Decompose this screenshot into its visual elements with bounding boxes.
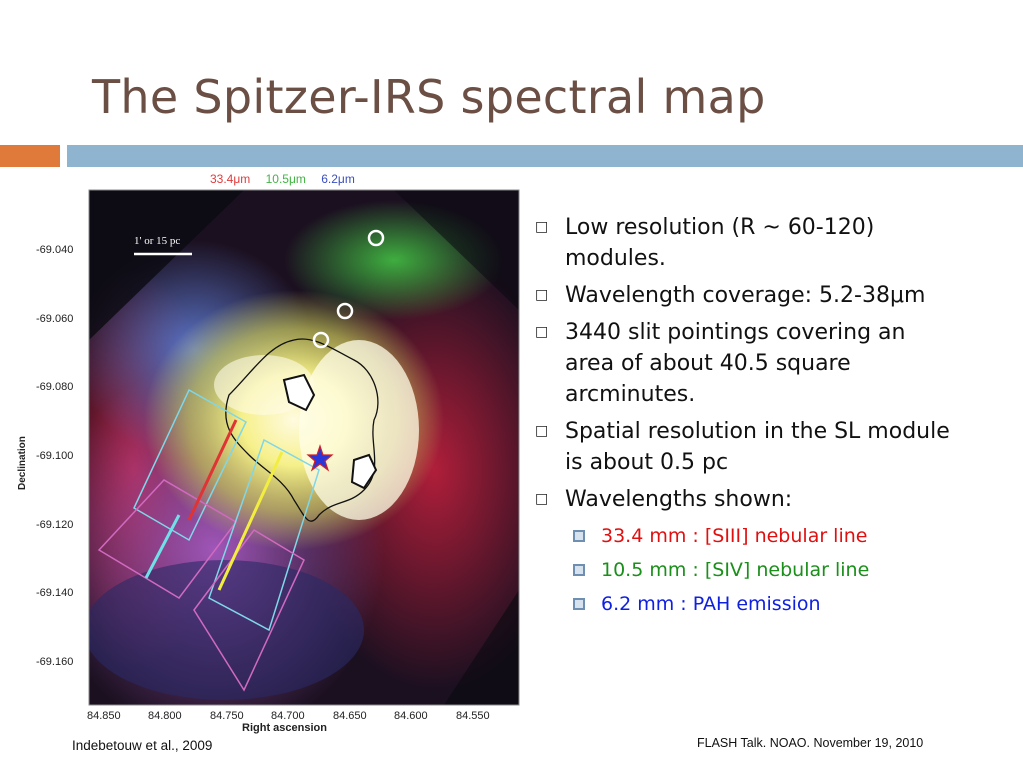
x-axis-label: Right ascension <box>242 722 327 734</box>
bullet-item: □ Wavelengths shown: <box>535 484 955 515</box>
sub-bullet-marker-icon <box>573 598 585 610</box>
x-axis-ticks: 84.850 84.800 84.750 84.700 84.650 84.60… <box>87 710 490 722</box>
map-image <box>89 190 519 705</box>
y-axis-label: Declination <box>17 436 28 490</box>
sub-bullet-marker-icon <box>573 564 585 576</box>
y-tick-label: -69.100 <box>36 450 73 462</box>
scale-bar-label: 1' or 15 pc <box>134 235 180 247</box>
sub-bullet-item: 6.2 mm : PAH emission <box>573 589 955 619</box>
bullet-item: □ Wavelength coverage: 5.2-38μm <box>535 280 955 311</box>
contour-line <box>225 338 379 522</box>
bullet-marker-icon: □ <box>535 423 549 439</box>
legend-6um: 6.2μm <box>321 172 355 186</box>
bullet-text: Spatial resolution in the SL module is a… <box>565 419 950 475</box>
figure-wavelength-legend: 33.4μm 10.5μm 6.2μm <box>210 172 367 186</box>
slide-title: The Spitzer-IRS spectral map <box>92 70 766 124</box>
sub-bullet-text: 33.4 mm : [SIII] nebular line <box>601 525 868 547</box>
x-tick-label: 84.800 <box>148 710 182 722</box>
x-tick-label: 84.850 <box>87 710 121 722</box>
outline-region-2 <box>350 453 378 490</box>
bullet-item: □ 3440 slit pointings covering an area o… <box>535 317 955 410</box>
star-marker <box>306 444 334 472</box>
bullet-marker-icon: □ <box>535 324 549 340</box>
red-slit <box>187 419 238 521</box>
x-tick-label: 84.650 <box>333 710 367 722</box>
legend-33um: 33.4μm <box>210 172 251 186</box>
spectral-map-figure: 1' or 15 pc -69.040 -69.060 -69.080 -69.… <box>17 189 520 734</box>
sub-bullet-marker-icon <box>573 530 585 542</box>
citation: Indebetouw et al., 2009 <box>72 738 213 753</box>
bullet-item: □ Spatial resolution in the SL module is… <box>535 416 955 478</box>
x-tick-label: 84.700 <box>271 710 305 722</box>
y-tick-label: -69.120 <box>36 519 73 531</box>
x-tick-label: 84.550 <box>456 710 490 722</box>
bullet-list: □ Low resolution (R ~ 60-120) modules. □… <box>535 212 955 623</box>
bullet-text: Wavelength coverage: 5.2-38μm <box>565 283 926 308</box>
bullet-item: □ Low resolution (R ~ 60-120) modules. <box>535 212 955 274</box>
x-tick-label: 84.600 <box>394 710 428 722</box>
plot-frame <box>88 189 520 706</box>
y-tick-label: -69.140 <box>36 587 73 599</box>
y-axis-ticks: -69.040 -69.060 -69.080 -69.100 -69.120 … <box>36 244 73 668</box>
legend-10um: 10.5μm <box>265 172 306 186</box>
outline-region-1 <box>282 373 316 412</box>
y-tick-label: -69.040 <box>36 244 73 256</box>
marker-circle-2 <box>336 302 354 320</box>
bullet-marker-icon: □ <box>535 287 549 303</box>
bullet-text: Wavelengths shown: <box>565 487 793 512</box>
y-tick-label: -69.160 <box>36 656 73 668</box>
bullet-marker-icon: □ <box>535 491 549 507</box>
sub-bullet-text: 6.2 mm : PAH emission <box>601 593 821 615</box>
sub-bullet-item: 33.4 mm : [SIII] nebular line <box>573 521 955 551</box>
bullet-text: 3440 slit pointings covering an area of … <box>565 320 906 407</box>
yellow-slit <box>217 451 284 591</box>
sub-bullet-text: 10.5 mm : [SIV] nebular line <box>601 559 870 581</box>
marker-circle-3 <box>312 331 330 349</box>
bullet-marker-icon: □ <box>535 219 549 235</box>
title-accent-bar-blue <box>67 145 1023 167</box>
sub-bullet-item: 10.5 mm : [SIV] nebular line <box>573 555 955 585</box>
bullet-text: Low resolution (R ~ 60-120) modules. <box>565 215 875 271</box>
cyan-slit <box>144 514 181 579</box>
title-accent-bar-orange <box>0 145 60 167</box>
marker-circle-1 <box>367 229 385 247</box>
footer-text: FLASH Talk. NOAO. November 19, 2010 <box>697 736 924 750</box>
y-tick-label: -69.080 <box>36 381 73 393</box>
y-tick-label: -69.060 <box>36 313 73 325</box>
x-tick-label: 84.750 <box>210 710 244 722</box>
